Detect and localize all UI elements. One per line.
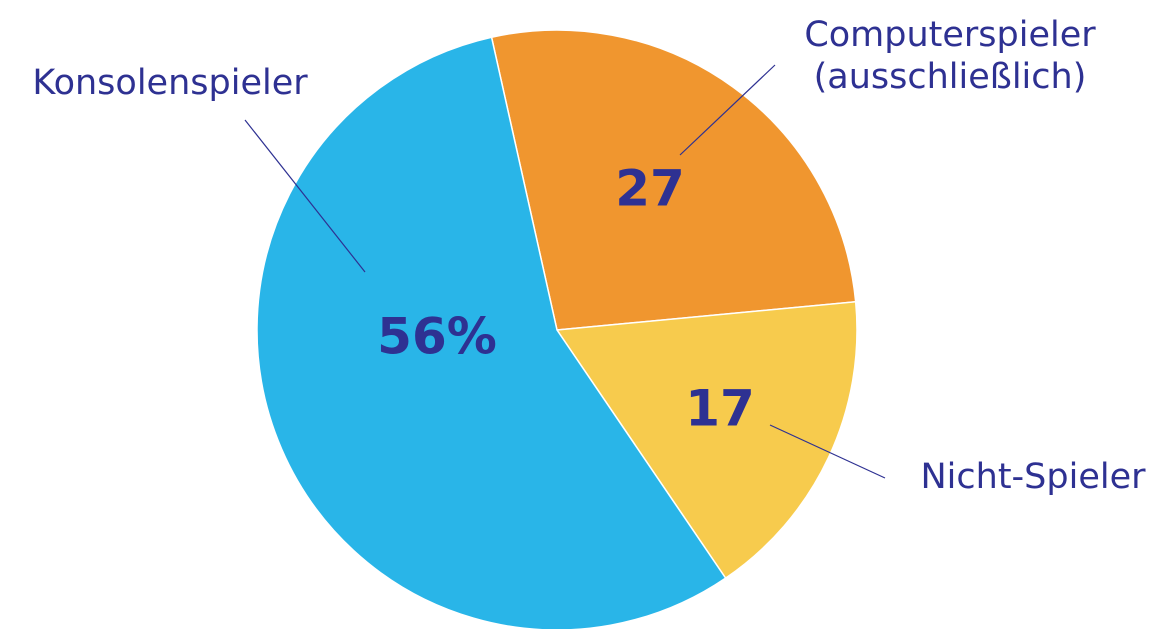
leader-line: [244, 119, 366, 273]
pie-slice: [555, 300, 858, 580]
category-label: Konsolenspieler: [32, 63, 308, 103]
leader-line: [769, 424, 886, 479]
pie-slice: [256, 36, 727, 629]
leader-line: [679, 64, 776, 156]
category-label: Computerspieler (ausschließlich): [804, 15, 1096, 97]
pie-slice: [490, 29, 857, 331]
value-label: 27: [615, 160, 685, 218]
value-label: 56%: [377, 308, 497, 366]
category-label: Nicht-Spieler: [920, 457, 1146, 497]
value-label: 17: [685, 380, 755, 438]
